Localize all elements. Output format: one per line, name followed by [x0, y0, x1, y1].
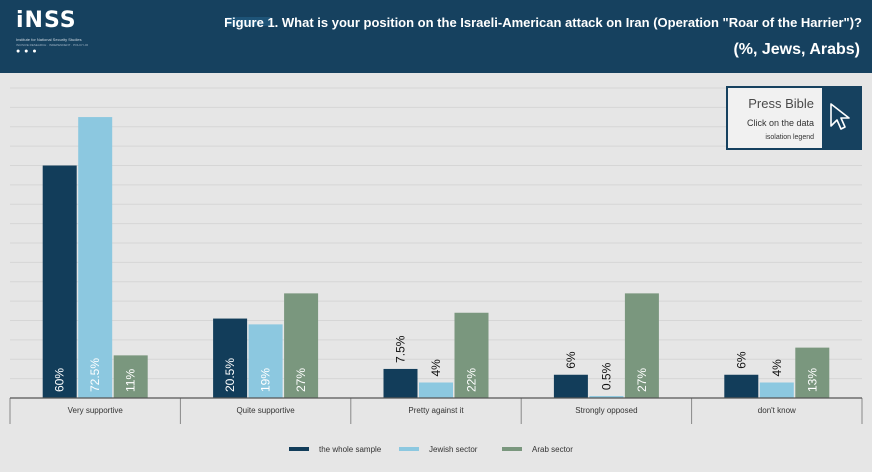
press-bible-note: isolation legend — [765, 134, 814, 141]
data-label: 22% — [465, 368, 479, 392]
legend-label: Arab sector — [532, 445, 573, 454]
press-bible-button[interactable]: Press Bible Click on the data isolation … — [726, 86, 862, 150]
data-label: 19% — [259, 368, 273, 392]
bar — [589, 396, 624, 398]
data-label: 7.5% — [394, 335, 408, 363]
data-label: 0.5% — [599, 362, 613, 390]
cursor-icon — [822, 88, 860, 148]
category-label: Pretty against it — [408, 406, 464, 415]
bar — [383, 368, 418, 398]
chart-subtitle: (%, Jews, Arabs) — [733, 41, 860, 58]
data-label: 60% — [53, 368, 67, 392]
bar — [759, 382, 794, 398]
bar — [454, 312, 489, 398]
data-label: 27% — [635, 368, 649, 392]
bar — [248, 324, 283, 398]
data-label: 27% — [294, 368, 308, 392]
press-bible-title: Press Bible — [748, 96, 814, 111]
bar — [42, 165, 77, 398]
press-bible-instruction: Click on the data — [746, 118, 814, 128]
legend-label: the whole sample — [319, 445, 382, 454]
legend-swatch — [502, 447, 522, 451]
social-icons[interactable]: ● ● ● — [16, 48, 38, 55]
bar — [724, 374, 759, 398]
inss-logo[interactable]: iNSS Institute for National Security Stu… — [16, 8, 96, 56]
bar — [78, 117, 113, 398]
bar — [624, 293, 659, 398]
category-label: don't know — [758, 406, 796, 415]
legend-label: Jewish sector — [429, 445, 478, 454]
bar — [419, 382, 453, 398]
data-label: 6% — [734, 351, 748, 369]
data-label: 6% — [564, 351, 578, 369]
chart-title: Figure 1. What is your position on the I… — [224, 15, 862, 30]
category-label: Quite supportive — [236, 406, 295, 415]
legend-swatch — [289, 447, 309, 451]
legend-swatch — [399, 447, 419, 451]
logo-text: iNSS — [16, 8, 77, 33]
data-label: 4% — [429, 359, 443, 377]
data-label: 72.5% — [88, 358, 102, 392]
category-label: Strongly opposed — [575, 406, 637, 415]
bar — [213, 318, 248, 398]
category-label: Very supportive — [68, 406, 124, 415]
data-label: 4% — [770, 359, 784, 377]
logo-tagline: INCISIVE RESEARCH · INDEPENDENT · POLICY… — [16, 43, 88, 47]
data-label: 13% — [805, 368, 819, 392]
bar — [284, 293, 319, 398]
data-label: 20.5% — [223, 358, 237, 392]
bar — [795, 347, 830, 398]
bar — [553, 374, 588, 398]
bar — [113, 355, 148, 398]
data-label: 11% — [124, 369, 138, 392]
header-decoration — [226, 17, 272, 26]
logo-subtitle: Institute for National Security Studies — [16, 37, 82, 42]
header-bar: iNSS Institute for National Security Stu… — [0, 0, 872, 73]
